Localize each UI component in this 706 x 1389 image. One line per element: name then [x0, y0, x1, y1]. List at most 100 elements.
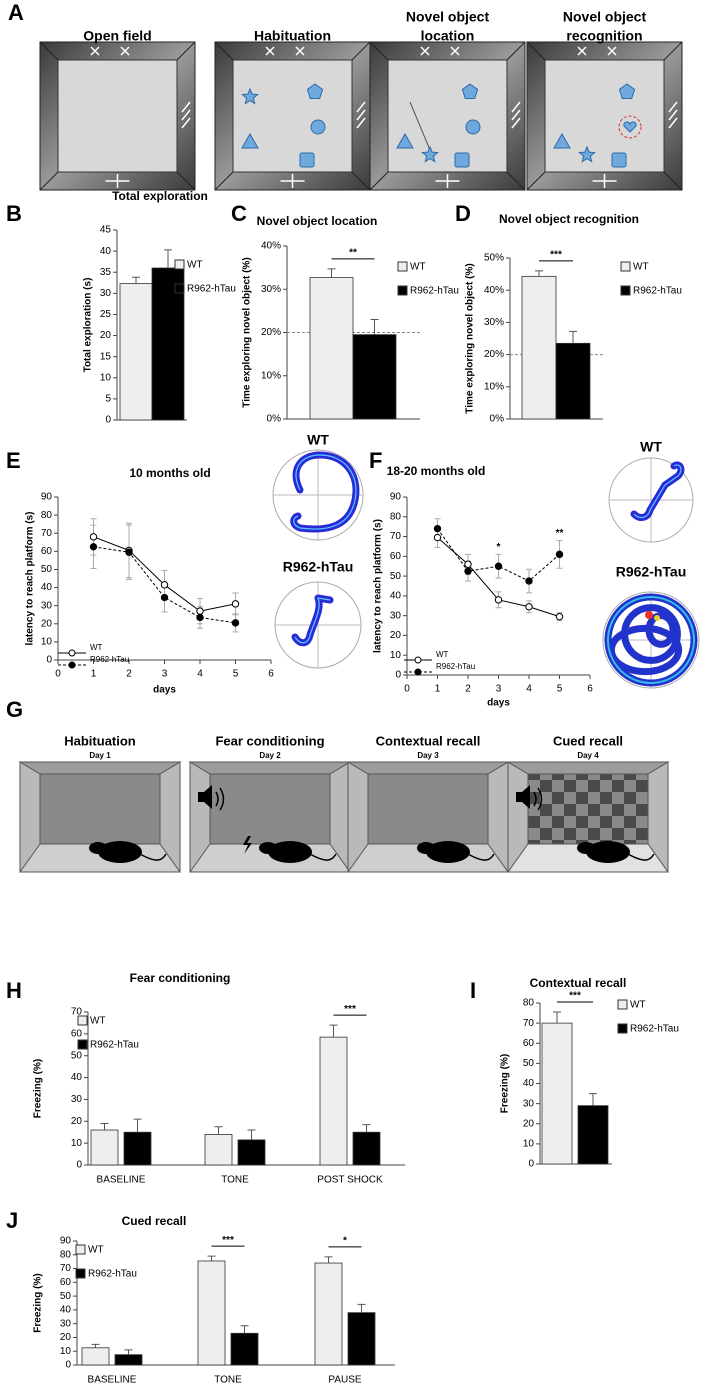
object [241, 132, 259, 149]
error-bar [535, 270, 543, 277]
y-tick-label: 30 [523, 1098, 535, 1109]
x-tick-label: 1 [435, 684, 441, 695]
error-bar [214, 1126, 223, 1135]
panel-label: J [6, 1208, 18, 1233]
bar [230, 1332, 259, 1366]
mouse-body [98, 841, 142, 863]
cue-lines [511, 101, 521, 129]
bar [197, 1260, 226, 1366]
room-ceiling [188, 761, 352, 775]
arena-edge [526, 41, 546, 61]
marker [555, 612, 564, 621]
mouse-tail [139, 853, 167, 861]
y-axis-label: Total exploration (s) [83, 278, 94, 373]
y-tick-label: 0 [76, 1160, 82, 1171]
y-tick-label: 40 [60, 1305, 72, 1316]
y-tick-label: 30 [390, 610, 402, 621]
y-tick-label: 20% [484, 349, 504, 360]
x-tick-label: 3 [162, 669, 168, 680]
arena-edge [369, 41, 389, 61]
y-tick-label: 30% [484, 317, 504, 328]
panel-label: G [6, 697, 23, 722]
y-tick-label: 80 [390, 511, 402, 522]
significance-label: * [343, 1235, 347, 1246]
y-tick-label: 10 [41, 637, 53, 648]
bar [81, 1347, 110, 1366]
marker [231, 600, 240, 608]
y-axis-label: Time exploring novel object (%) [465, 263, 476, 413]
mouse-body [426, 841, 470, 863]
y-tick-label: 80 [41, 510, 53, 521]
y-tick-label: 45 [100, 225, 112, 236]
speaker [516, 785, 530, 809]
y-tick-label: 50% [484, 253, 504, 264]
mouse-tail [627, 853, 655, 861]
bar [347, 1312, 376, 1366]
y-tick-label: 20 [60, 1332, 72, 1343]
y-tick-label: 5 [105, 394, 111, 405]
y-tick-label: 0 [528, 1159, 534, 1170]
arena-edge [526, 171, 546, 191]
series-line [93, 546, 236, 624]
room-ceiling [506, 761, 670, 775]
bar [352, 1131, 381, 1166]
x-tick-label: 2 [126, 669, 132, 680]
cue-x [577, 46, 587, 56]
x-tick-label: 1 [91, 669, 97, 680]
error-bar [553, 1011, 561, 1024]
back-wall [39, 773, 161, 845]
y-tick-label: 80 [60, 1249, 72, 1260]
error-bar [247, 1129, 256, 1140]
y-tick-label: 50 [523, 1058, 535, 1069]
arena-title: location [421, 28, 475, 44]
legend-swatch [620, 261, 631, 272]
bar [577, 1105, 609, 1165]
legend-label: WT [88, 1245, 104, 1256]
bar [151, 267, 185, 421]
chart-title: Contextual recall [530, 976, 627, 990]
legend-label: R962-hTau [187, 284, 236, 295]
y-tick-label: 40 [390, 591, 402, 602]
y-tick-label: 50 [41, 564, 53, 575]
cue-lines [181, 101, 191, 129]
y-tick-label: 10 [60, 1346, 72, 1357]
swim-trace-edge [633, 464, 682, 519]
room-ceiling [18, 761, 182, 775]
chart-title: Novel object recognition [499, 212, 639, 226]
y-tick-label: 40 [100, 246, 112, 257]
legend-swatch [174, 259, 185, 270]
marker [494, 562, 503, 570]
legend-swatch [617, 999, 628, 1010]
y-tick-label: 50 [60, 1291, 72, 1302]
mouse-tail [309, 853, 337, 861]
marker [525, 577, 533, 585]
y-tick-label: 40% [261, 241, 281, 252]
x-tick-label: POST SHOCK [317, 1175, 383, 1186]
heatmap-label: WT [640, 439, 662, 455]
stage-title: Contextual recall [376, 733, 481, 748]
shock [243, 836, 252, 854]
panel-label: A [8, 0, 24, 25]
y-tick-label: 30 [60, 1318, 72, 1329]
mouse-head [259, 842, 277, 854]
y-tick-label: 30 [71, 1094, 83, 1105]
object [454, 152, 470, 168]
legend-label: R962-hTau [410, 286, 459, 297]
legend-marker [414, 656, 422, 664]
y-tick-label: 0 [65, 1360, 71, 1371]
marker [125, 548, 133, 556]
x-tick-label: 5 [233, 669, 239, 680]
y-tick-label: 0% [267, 414, 282, 425]
y-tick-label: 60 [71, 1028, 83, 1039]
object [396, 132, 414, 149]
y-tick-label: 20 [100, 330, 112, 341]
cue-plus [105, 174, 130, 188]
arena-edge [663, 171, 683, 191]
x-tick-label: 6 [268, 669, 274, 680]
y-axis-label: Freezing (%) [33, 1273, 44, 1332]
error-bar [370, 319, 379, 335]
bar [319, 1036, 348, 1166]
arena-edge [214, 41, 234, 61]
x-tick-label: TONE [221, 1175, 249, 1186]
heatmap-label: R962-hTau [283, 559, 354, 575]
